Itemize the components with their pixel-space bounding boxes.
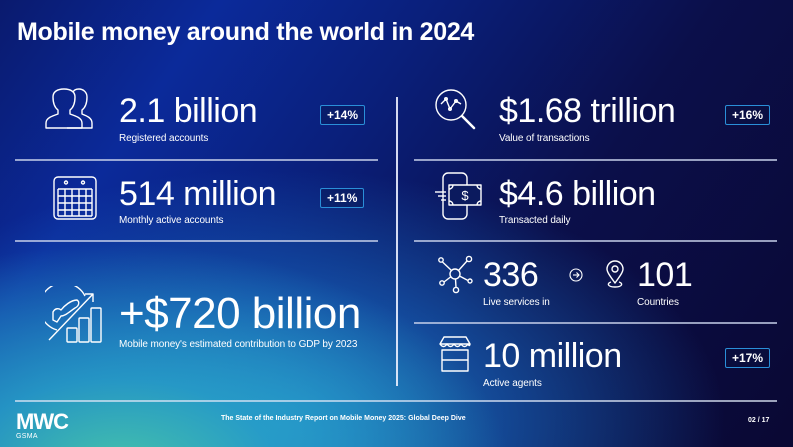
daily-transactions-label: Transacted daily	[499, 215, 571, 226]
active-agents-label: Active agents	[483, 378, 542, 389]
arrow-right-circle-icon	[569, 268, 583, 282]
gdp-contribution-label: Mobile money's estimated contribution to…	[119, 339, 358, 350]
daily-transactions-value: $4.6 billion	[499, 175, 656, 213]
divider	[15, 240, 378, 242]
monthly-active-accounts-label: Monthly active accounts	[119, 215, 224, 226]
transaction-value-growth-badge: +16%	[725, 105, 771, 125]
monthly-active-accounts-growth-badge: +11%	[320, 188, 365, 208]
live-services-label: Live services in	[483, 297, 550, 308]
footer-divider	[15, 400, 777, 402]
registered-accounts-value: 2.1 billion	[119, 92, 258, 130]
divider	[414, 159, 777, 161]
countries-value: 101	[637, 256, 693, 294]
live-services-value: 336	[483, 256, 539, 294]
transaction-value-label: Value of transactions	[499, 133, 590, 144]
page-number: 02 / 17	[748, 417, 770, 424]
report-title: The State of the Industry Report on Mobi…	[221, 415, 466, 422]
logo-mwc: MWC	[16, 409, 69, 434]
registered-accounts-label: Registered accounts	[119, 133, 209, 144]
divider	[15, 159, 378, 161]
gdp-contribution-value: +$720 billion	[119, 289, 361, 338]
page-title: Mobile money around the world in 2024	[17, 18, 475, 46]
monthly-active-accounts-value: 514 million	[119, 175, 277, 213]
active-agents-value: 10 million	[483, 337, 622, 375]
calendar-icon	[53, 176, 97, 220]
storefront-icon	[438, 335, 472, 373]
countries-label: Countries	[637, 297, 679, 308]
svg-text:$: $	[461, 188, 469, 203]
divider	[414, 322, 777, 324]
magnifier-chart-icon	[434, 88, 478, 132]
mwc-gsma-logo: MWC GSMA	[16, 409, 69, 441]
registered-accounts-growth-badge: +14%	[320, 105, 366, 125]
column-divider	[396, 97, 398, 386]
active-agents-growth-badge: +17%	[725, 348, 771, 368]
logo-gsma: GSMA	[16, 433, 38, 440]
divider	[414, 240, 777, 242]
users-icon	[45, 88, 101, 130]
network-icon	[437, 255, 477, 295]
phone-cash-icon: $	[433, 172, 483, 220]
globe-growth-chart-icon	[45, 286, 105, 346]
transaction-value: $1.68 trillion	[499, 92, 676, 130]
location-pin-icon	[605, 260, 625, 290]
